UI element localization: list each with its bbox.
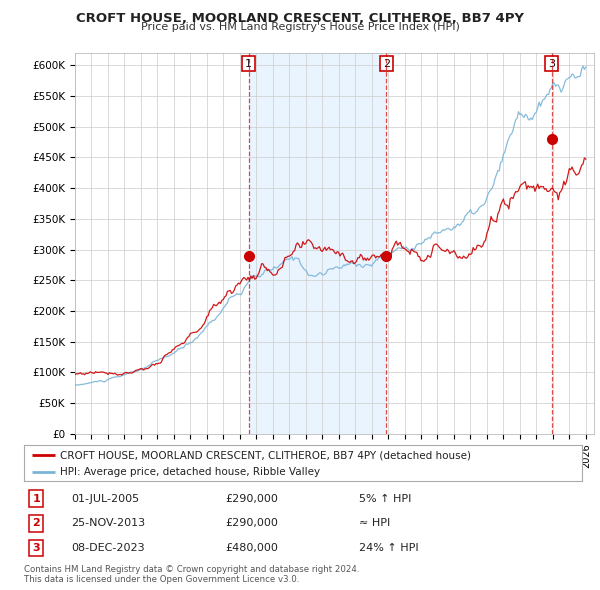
Text: 3: 3 bbox=[548, 58, 555, 68]
Text: 2: 2 bbox=[32, 519, 40, 528]
Text: £290,000: £290,000 bbox=[225, 494, 278, 504]
Text: ≈ HPI: ≈ HPI bbox=[359, 519, 390, 528]
Text: £480,000: £480,000 bbox=[225, 543, 278, 553]
Text: CROFT HOUSE, MOORLAND CRESCENT, CLITHEROE, BB7 4PY (detached house): CROFT HOUSE, MOORLAND CRESCENT, CLITHERO… bbox=[60, 450, 471, 460]
Text: CROFT HOUSE, MOORLAND CRESCENT, CLITHEROE, BB7 4PY: CROFT HOUSE, MOORLAND CRESCENT, CLITHERO… bbox=[76, 12, 524, 25]
Text: 01-JUL-2005: 01-JUL-2005 bbox=[71, 494, 140, 504]
Bar bbox=[248, 53, 386, 434]
Text: Price paid vs. HM Land Registry's House Price Index (HPI): Price paid vs. HM Land Registry's House … bbox=[140, 22, 460, 32]
Text: 25-NOV-2013: 25-NOV-2013 bbox=[71, 519, 146, 528]
Text: 3: 3 bbox=[32, 543, 40, 553]
Text: 08-DEC-2023: 08-DEC-2023 bbox=[71, 543, 145, 553]
Text: Contains HM Land Registry data © Crown copyright and database right 2024.
This d: Contains HM Land Registry data © Crown c… bbox=[24, 565, 359, 584]
Text: 1: 1 bbox=[245, 58, 252, 68]
Text: £290,000: £290,000 bbox=[225, 519, 278, 528]
Text: 1: 1 bbox=[32, 494, 40, 504]
Text: 24% ↑ HPI: 24% ↑ HPI bbox=[359, 543, 418, 553]
Text: HPI: Average price, detached house, Ribble Valley: HPI: Average price, detached house, Ribb… bbox=[60, 467, 320, 477]
Text: 5% ↑ HPI: 5% ↑ HPI bbox=[359, 494, 411, 504]
Text: 2: 2 bbox=[383, 58, 390, 68]
